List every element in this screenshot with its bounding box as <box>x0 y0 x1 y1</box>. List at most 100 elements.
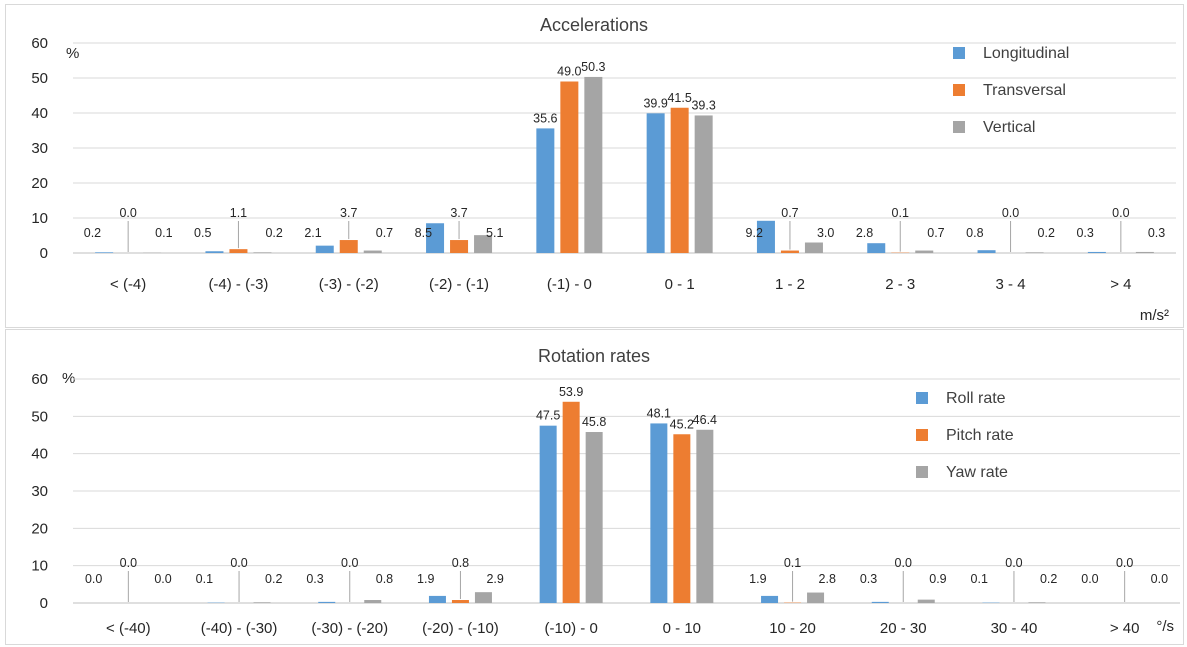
legend-label: Longitudinal <box>983 45 1069 62</box>
y-tick-label: 10 <box>31 210 48 227</box>
data-label: 9.2 <box>746 226 763 240</box>
data-label: 2.8 <box>856 226 873 240</box>
x-tick-label: 0 - 10 <box>663 620 701 637</box>
y-tick-label: 40 <box>31 105 48 122</box>
legend-swatch <box>916 466 928 478</box>
x-axis-unit: °/s <box>1156 618 1174 635</box>
y-tick-label: 50 <box>31 408 48 425</box>
x-tick-label: > 4 <box>1110 276 1131 293</box>
legend-swatch <box>953 121 965 133</box>
data-label: 8.5 <box>415 226 432 240</box>
accelerations-chart: Accelerations % m/s² 0 10 20 30 40 50 60 < (-4)… <box>31 15 1176 324</box>
x-tick-label: (-1) - 0 <box>547 276 592 293</box>
data-label: 50.3 <box>581 60 605 74</box>
y-axis-label: % <box>62 370 75 387</box>
bar <box>670 107 689 253</box>
data-label: 0.3 <box>306 572 323 586</box>
data-label: 0.7 <box>927 226 944 240</box>
data-label: 48.1 <box>647 406 671 420</box>
bar <box>363 250 382 253</box>
x-tick-label: 2 - 3 <box>885 276 915 293</box>
bar <box>560 81 579 253</box>
data-label: 0.0 <box>1002 206 1019 220</box>
y-tick-label: 0 <box>40 245 48 262</box>
bar <box>474 235 493 253</box>
legend-swatch <box>916 392 928 404</box>
rotation-rates-chart: Rotation rates % °/s 0 10 20 30 40 50 60 < (-40… <box>31 346 1180 637</box>
legend-swatch <box>953 47 965 59</box>
bar <box>585 432 603 603</box>
data-label: 0.9 <box>929 572 946 586</box>
chart-title: Accelerations <box>540 15 648 35</box>
bar <box>917 599 935 603</box>
legend-label: Pitch rate <box>946 427 1014 444</box>
bar <box>1028 602 1046 603</box>
bar <box>1025 252 1044 253</box>
data-label: 0.0 <box>1151 572 1168 586</box>
x-tick-label: < (-40) <box>106 620 151 637</box>
rotation-rates-chart-panel: Rotation rates % °/s 0 10 20 30 40 50 60 < (-40… <box>5 329 1184 645</box>
data-label: 0.1 <box>971 572 988 586</box>
bar <box>807 592 825 603</box>
legend-label: Transversal <box>983 82 1066 99</box>
data-label: 45.2 <box>670 417 694 431</box>
data-label: 0.0 <box>119 206 136 220</box>
data-label: 0.0 <box>120 556 137 570</box>
x-axis-unit: m/s² <box>1140 307 1169 324</box>
bar <box>474 592 492 603</box>
y-tick-label: 60 <box>31 35 48 52</box>
data-label: 0.7 <box>781 206 798 220</box>
data-label: 0.2 <box>265 226 282 240</box>
bar <box>673 434 691 603</box>
data-label: 0.5 <box>194 226 211 240</box>
data-label: 0.3 <box>860 572 877 586</box>
y-tick-label: 30 <box>31 140 48 157</box>
data-label: 0.2 <box>1040 572 1057 586</box>
accelerations-chart-panel: Accelerations % m/s² 0 10 20 30 40 50 60 < (-4)… <box>5 4 1184 328</box>
bar <box>646 113 665 253</box>
data-label: 45.8 <box>582 415 606 429</box>
x-tick-label: 0 - 1 <box>665 276 695 293</box>
bar <box>95 252 114 253</box>
legend-swatch <box>916 429 928 441</box>
bar <box>428 595 446 603</box>
y-tick-label: 60 <box>31 371 48 388</box>
data-label: 0.1 <box>196 572 213 586</box>
data-label: 35.6 <box>533 111 557 125</box>
data-label: 0.1 <box>892 206 909 220</box>
x-tick-label: 30 - 40 <box>991 620 1038 637</box>
bar <box>229 249 248 253</box>
x-tick-label: (-40) - (-30) <box>201 620 278 637</box>
y-tick-label: 40 <box>31 446 48 463</box>
data-label: 0.3 <box>1076 226 1093 240</box>
data-label: 0.1 <box>155 226 172 240</box>
data-label: 0.0 <box>341 556 358 570</box>
bar <box>562 401 580 603</box>
data-label: 0.1 <box>784 556 801 570</box>
y-tick-label: 30 <box>31 483 48 500</box>
x-tick-label: (-2) - (-1) <box>429 276 489 293</box>
y-tick-label: 50 <box>31 70 48 87</box>
legend-swatch <box>953 84 965 96</box>
data-label: 0.0 <box>1005 556 1022 570</box>
x-tick-label: (-30) - (-20) <box>311 620 388 637</box>
bar <box>426 223 445 253</box>
y-tick-label: 20 <box>31 520 48 537</box>
data-label: 0.8 <box>966 226 983 240</box>
data-label: 3.7 <box>340 206 357 220</box>
data-label: 2.9 <box>486 572 503 586</box>
x-tick-label: < (-4) <box>110 276 146 293</box>
data-label: 0.2 <box>265 572 282 586</box>
bar <box>804 242 823 253</box>
data-label: 0.8 <box>452 556 469 570</box>
bar <box>696 429 714 603</box>
bar <box>867 243 886 253</box>
y-tick-label: 0 <box>40 595 48 612</box>
bar <box>915 250 934 253</box>
legend-label: Vertical <box>983 119 1035 136</box>
data-label: 5.1 <box>486 226 503 240</box>
data-label: 0.0 <box>85 572 102 586</box>
x-tick-label: (-3) - (-2) <box>319 276 379 293</box>
bar <box>650 423 668 603</box>
bar <box>253 602 271 603</box>
